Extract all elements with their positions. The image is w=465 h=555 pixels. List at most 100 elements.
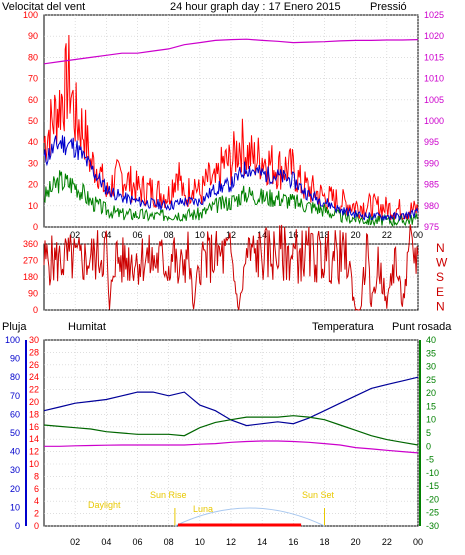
direction-series [43,224,419,311]
rain-tick-label: 50 [10,428,20,438]
wind-avg-line [43,135,419,222]
wind-tick-label: 60 [28,95,38,105]
rain-tick-label: 100 [5,335,20,345]
temperature-tick-label: -20 [426,494,439,504]
humidity-x-tick-label: 12 [226,537,236,547]
wind-x-tick-label: 18 [319,230,329,240]
humidity-x-tick-label: 00 [413,537,423,547]
pressure-label: Pressió [370,1,407,13]
humidity-x-tick-label: 08 [164,537,174,547]
temperature-tick-label: -30 [426,521,439,531]
pressure-tick-label: 985 [424,180,439,190]
temperature-tick-label: 5 [426,428,431,438]
humidity-x-tick-label: 16 [288,537,298,547]
wind-x-tick-label: 14 [257,230,267,240]
wind-tick-label: 20 [28,180,38,190]
temperature-line [43,415,419,446]
sun-set-label: Sun Set [302,490,335,500]
rain-tick-label: 70 [10,391,20,401]
page-title: 24 hour graph day : 17 Enero 2015 [170,1,341,13]
humidity-x-tick-label: 20 [351,537,361,547]
temperature-tick-label: -5 [426,455,434,465]
direction-y-ticks: 0 90 180 270 360 [23,239,38,315]
wind-tick-label: 30 [28,158,38,168]
pressure-y-ticks: 975 980 985 990 995 1000 1005 1010 1015 1020 1025 [424,10,444,232]
humidity-tick-label: 20 [29,397,39,407]
pressure-tick-label: 1000 [424,116,444,126]
direction-tick-label: 180 [23,272,38,282]
humidity-x-tick-label: 02 [70,537,80,547]
humidity-tick-label: 28 [29,347,39,357]
pressure-tick-label: 1010 [424,74,444,84]
humidity-tick-label: 24 [29,372,39,382]
rain-tick-label: 20 [10,484,20,494]
wind-series [43,34,419,228]
sun-rise-label: Sun Rise [150,490,187,500]
humidity-tick-label: 26 [29,360,39,370]
direction-tick-label: 270 [23,256,38,266]
wind-x-tick-label: 10 [195,230,205,240]
humidity-tick-label: 4 [34,496,39,506]
rain-tick-label: 60 [10,409,20,419]
pressure-tick-label: 1005 [424,95,444,105]
rain-tick-label: 30 [10,465,20,475]
dewpoint-line [44,440,419,454]
temperature-tick-label: 35 [426,348,436,358]
wind-speed-label: Velocitat del vent [2,1,85,13]
rain-tick-label: 90 [10,354,20,364]
pressure-tick-label: 975 [424,222,439,232]
humidity-temp-series [43,376,419,454]
wind-tick-label: 80 [28,52,38,62]
wind-tick-label: 90 [28,31,38,41]
humidity-tick-label: 8 [34,471,39,481]
rain-y-ticks: 0 10 20 30 40 50 60 70 80 90 100 [5,335,20,531]
wind-tick-label: 0 [33,222,38,232]
direction-tick-label: 360 [23,239,38,249]
direction-tick-label: 90 [28,289,38,299]
wind-tick-label: 100 [23,10,38,20]
moon-label: Luna [193,504,213,514]
wind-x-tick-label: 22 [382,230,392,240]
humidity-temp-x-ticks: 02 04 06 08 10 12 14 16 18 20 22 00 [70,537,423,547]
wind-tick-label: 40 [28,137,38,147]
wind-x-tick-label: 00 [413,230,423,240]
wind-tick-label: 10 [28,201,38,211]
humidity-x-tick-label: 22 [382,537,392,547]
humidity-x-tick-label: 10 [195,537,205,547]
humidity-x-tick-label: 14 [257,537,267,547]
compass-label: S [436,270,444,284]
wind-x-tick-label: 08 [164,230,174,240]
humidity-tick-label: 6 [34,484,39,494]
temperature-tick-label: 40 [426,335,436,345]
temperature-tick-label: 25 [426,375,436,385]
rain-tick-label: 40 [10,447,20,457]
temperature-tick-label: 30 [426,362,436,372]
pressure-tick-label: 1020 [424,31,444,41]
sun-arc [174,507,325,527]
compass-label: N [436,299,445,313]
temperature-tick-label: -10 [426,468,439,478]
pressure-tick-label: 1025 [424,10,444,20]
wind-tick-label: 70 [28,74,38,84]
wind-x-tick-label: 12 [226,230,236,240]
wind-low-line [43,170,419,228]
humidity-x-tick-label: 06 [132,537,142,547]
temperature-tick-label: -25 [426,508,439,518]
temperature-label: Temperatura [312,321,375,333]
rain-label: Pluja [2,321,27,333]
dewpoint-label: Punt rosada [392,321,452,333]
temperature-tick-label: 10 [426,415,436,425]
humidity-tick-label: 30 [29,335,39,345]
temperature-tick-label: 20 [426,388,436,398]
wind-y-ticks: 0 10 20 30 40 50 60 70 80 90 100 [23,10,38,232]
humidity-tick-label: 22 [29,385,39,395]
direction-line [43,224,419,311]
compass-label: N [436,241,445,255]
humidity-tick-label: 10 [29,459,39,469]
wind-x-tick-label: 16 [288,230,298,240]
pressure-tick-label: 990 [424,158,439,168]
rain-tick-label: 10 [10,502,20,512]
wind-x-tick-label: 20 [351,230,361,240]
wind-x-tick-label: 02 [70,230,80,240]
